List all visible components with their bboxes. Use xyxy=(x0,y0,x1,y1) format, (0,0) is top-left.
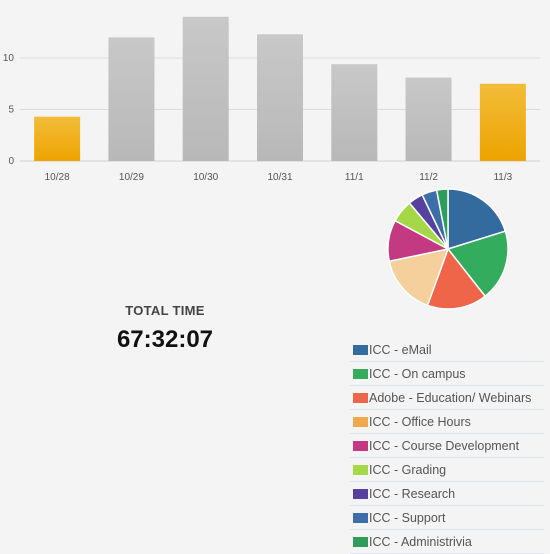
bar-chart-bars xyxy=(34,16,526,162)
legend-item-on-campus[interactable]: ICC - On campus xyxy=(350,362,544,386)
y-tick-label: 5 xyxy=(8,105,14,116)
bar-chart-y-labels: 0 5 10 xyxy=(3,53,15,167)
pie-legend: ICC - eMail ICC - On campus Adobe - Educ… xyxy=(350,338,544,554)
legend-label: ICC - On campus xyxy=(369,366,466,381)
legend-item-email[interactable]: ICC - eMail xyxy=(350,338,544,362)
bar-10-29[interactable] xyxy=(108,37,155,161)
bar-chart-x-labels: 10/28 10/29 10/30 10/31 11/1 11/2 11/3 xyxy=(45,172,513,183)
legend-label: ICC - Office Hours xyxy=(369,414,471,429)
pie-slice-icc-email[interactable] xyxy=(447,188,507,251)
pie-slice-icc-on-campus[interactable] xyxy=(446,230,509,298)
legend-item-adobe-webinars[interactable]: Adobe - Education/ Webinars xyxy=(350,386,544,410)
legend-swatch xyxy=(353,344,368,355)
legend-label: Adobe - Education/ Webinars xyxy=(369,390,532,405)
daily-hours-bar-chart: 10/28 10/29 10/30 10/31 11/1 11/2 11/3 0 5 10 xyxy=(3,16,540,183)
bar-10-28[interactable] xyxy=(34,116,81,161)
total-time-panel: TOTAL TIME 67:32:07 xyxy=(90,303,240,354)
legend-swatch xyxy=(353,392,368,403)
bar-11-2[interactable] xyxy=(405,77,452,161)
legend-item-support[interactable]: ICC - Support xyxy=(350,506,544,530)
x-tick-label: 11/1 xyxy=(345,172,364,183)
pie-slice-adobe-education-webinars[interactable] xyxy=(426,247,487,310)
bar-10-30[interactable] xyxy=(182,16,229,161)
legend-item-grading[interactable]: ICC - Grading xyxy=(350,458,544,482)
legend-label: ICC - Grading xyxy=(369,462,447,477)
legend-swatch xyxy=(353,536,368,547)
legend-swatch xyxy=(353,488,368,499)
x-tick-label: 10/29 xyxy=(119,172,144,183)
legend-item-course-development[interactable]: ICC - Course Development xyxy=(350,434,544,458)
legend-label: ICC - eMail xyxy=(369,342,432,357)
legend-swatch xyxy=(353,368,368,379)
legend-swatch xyxy=(353,416,368,427)
y-tick-label: 0 xyxy=(8,156,14,167)
x-tick-label: 10/31 xyxy=(267,172,292,183)
legend-item-research[interactable]: ICC - Research xyxy=(350,482,544,506)
x-tick-label: 11/2 xyxy=(419,172,438,183)
pie-slice-icc-office-hours[interactable] xyxy=(388,247,450,307)
legend-item-administrivia[interactable]: ICC - Administrivia xyxy=(350,530,544,554)
category-pie-chart xyxy=(387,188,509,310)
legend-label: ICC - Support xyxy=(369,510,446,525)
legend-swatch xyxy=(353,512,368,523)
total-time-label: TOTAL TIME xyxy=(125,303,205,318)
legend-label: ICC - Administrivia xyxy=(369,534,472,549)
legend-swatch xyxy=(353,464,368,475)
bar-10-31[interactable] xyxy=(257,34,303,162)
bar-11-3[interactable] xyxy=(479,83,526,161)
x-tick-label: 11/3 xyxy=(493,172,512,183)
legend-item-office-hours[interactable]: ICC - Office Hours xyxy=(350,410,544,434)
x-tick-label: 10/30 xyxy=(193,172,218,183)
legend-label: ICC - Course Development xyxy=(369,438,520,453)
total-time-value: 67:32:07 xyxy=(116,326,214,353)
y-tick-label: 10 xyxy=(3,53,15,64)
bar-11-1[interactable] xyxy=(331,64,378,161)
pie-slice-icc-administrivia[interactable] xyxy=(435,188,449,250)
legend-label: ICC - Research xyxy=(369,486,456,501)
x-tick-label: 10/28 xyxy=(45,172,70,183)
legend-swatch xyxy=(353,440,368,451)
